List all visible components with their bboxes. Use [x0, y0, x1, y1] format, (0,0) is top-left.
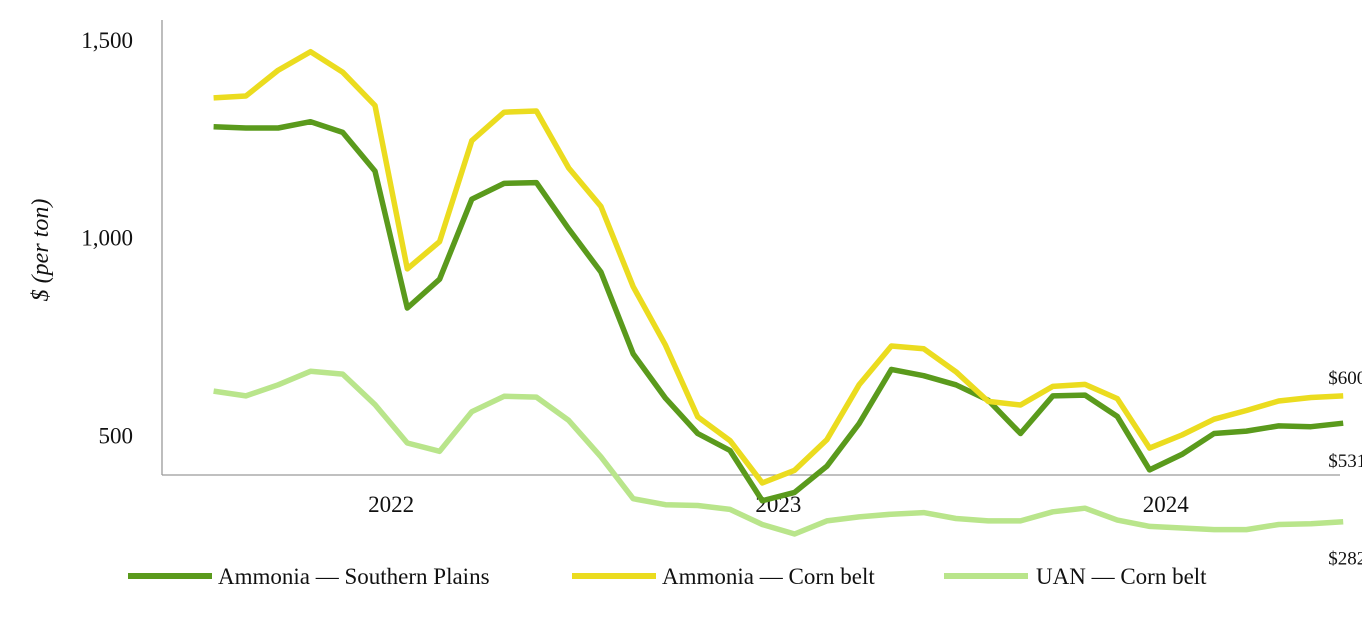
y-tick-label-1500: 1,500: [81, 28, 133, 53]
y-tick-label-500: 500: [99, 423, 134, 448]
legend-item-uan-corn-belt: UAN — Corn belt: [944, 564, 1207, 589]
y-tick-label-1000: 1,000: [81, 226, 133, 251]
y-axis-ticks: 500 1,000 1,500: [81, 28, 133, 449]
y-axis-label: $ (per ton): [28, 199, 54, 302]
end-value-labels: $531 $600 $282: [1328, 368, 1362, 570]
series-line-ammonia-corn-belt: [213, 48, 1344, 486]
end-label-uan-corn-belt: $282: [1328, 549, 1362, 570]
end-label-ammonia-southern-plains: $531: [1328, 451, 1362, 472]
legend-item-ammonia-corn-belt: Ammonia — Corn belt: [572, 564, 875, 589]
legend-label-uan-corn-belt: UAN — Corn belt: [1036, 564, 1207, 589]
x-tick-label-2024: 2024: [1143, 492, 1190, 517]
legend-label-ammonia-corn-belt: Ammonia — Corn belt: [662, 564, 875, 589]
end-label-ammonia-corn-belt: $600: [1328, 368, 1362, 389]
legend-label-ammonia-southern-plains: Ammonia — Southern Plains: [218, 564, 490, 589]
series-lines: [213, 48, 1344, 537]
x-tick-label-2022: 2022: [368, 492, 414, 517]
legend: Ammonia — Southern Plains Ammonia — Corn…: [128, 564, 1207, 589]
legend-item-ammonia-southern-plains: Ammonia — Southern Plains: [128, 564, 490, 589]
series-line-uan-corn-belt: [213, 368, 1344, 537]
series-line-ammonia-southern-plains: [213, 118, 1344, 504]
